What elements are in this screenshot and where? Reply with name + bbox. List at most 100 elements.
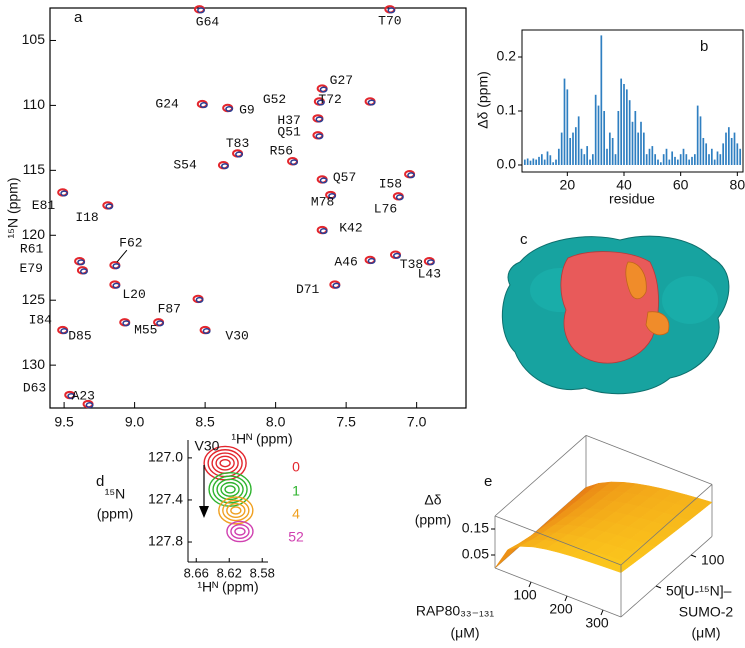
peak-complex [393,252,401,259]
bar [552,162,555,165]
bar [625,89,628,165]
peak-reference [199,325,211,335]
panel-label: b [700,38,708,55]
peak-reference [364,97,376,106]
x-tick-label: 40 [616,177,632,193]
bar [546,151,549,165]
bar [713,159,716,165]
bar [710,148,713,165]
peak-label: Q57 [333,170,356,185]
x-axis-title: residue [609,191,655,207]
contour-ring [230,524,250,540]
bar [563,78,566,165]
bar [662,154,665,165]
peak-label: T72 [318,92,341,107]
peak-reference [74,257,86,266]
box-edge [494,515,622,566]
bar [597,105,600,165]
bar [685,154,688,165]
bar [657,159,659,165]
binding-patch-edge [625,261,670,336]
bar [611,137,614,165]
bar [642,132,645,165]
x-tick-label: 100 [513,587,537,603]
y-tick-label: 125 [22,291,46,307]
peak-complex [426,259,435,266]
bar [696,105,699,165]
peak-label: F87 [158,301,181,316]
y-axis-title: (μM) [691,625,720,641]
peak-label: L76 [374,202,397,217]
bar [589,159,591,165]
peak-reference [404,170,416,179]
bar [574,127,577,165]
bar [708,154,710,165]
peak-label: E81 [32,198,56,213]
peak-complex [122,320,131,327]
y-tick [690,554,697,558]
peak-complex [225,105,234,113]
peak-complex [319,177,328,184]
arrow-head [199,506,209,518]
panel-label: e [484,473,492,490]
bar [679,154,682,165]
peak-complex [319,86,328,93]
y-tick-label: 100 [701,552,725,568]
peak-complex [395,194,404,201]
plot-frame [49,7,467,409]
box-edge [620,484,713,566]
peak-reference [57,325,69,335]
bar [603,110,606,165]
bar [569,137,572,165]
peak-label: D63 [23,380,46,395]
label-leader [116,249,128,263]
bar [538,156,540,165]
bar [725,132,727,165]
contour-ring [224,485,236,494]
peak-label: M55 [134,323,157,338]
panel-label: a [74,9,83,26]
bar [719,154,722,165]
contour-ring [234,527,246,536]
bar [600,35,603,165]
peak-label: T70 [378,14,401,29]
peak-reference [102,201,114,210]
y-tick-label: 110 [23,96,46,112]
peak-label: R56 [270,144,293,159]
binding-patch [560,251,659,364]
z-tick-label: 0.15 [462,520,489,536]
bar [702,137,705,165]
bar [651,146,654,165]
bar [634,110,637,165]
peak-label: L43 [418,267,441,282]
series-label: 1 [292,483,300,499]
x-tick-label: 8.58 [250,565,275,580]
box-edge [494,435,587,517]
surface-plot [494,435,713,618]
peak-complex [407,172,416,179]
peak-label: R61 [20,242,44,257]
series-label: 4 [292,506,300,522]
x-tick [528,581,532,588]
bar [535,159,538,165]
peak-complex [332,282,341,289]
x-tick-label: 200 [549,601,573,617]
bar [586,146,589,165]
bar [560,132,563,165]
x-tick-label: 8.5 [195,414,215,430]
bar [699,116,702,165]
z-axis-title: (ppm) [415,512,452,528]
box-edge [620,536,713,618]
bar [566,89,569,165]
y-axis-title: [U-¹⁵N]– [681,583,732,599]
peak-reference [119,318,131,327]
peak-complex [105,203,114,210]
peak-complex [112,282,121,289]
contour-ring [226,502,246,518]
bar [674,156,676,165]
contour-ring [216,478,244,501]
peak-label: M78 [311,194,334,209]
peak-label: G52 [263,92,286,107]
peak-reference [222,103,234,113]
